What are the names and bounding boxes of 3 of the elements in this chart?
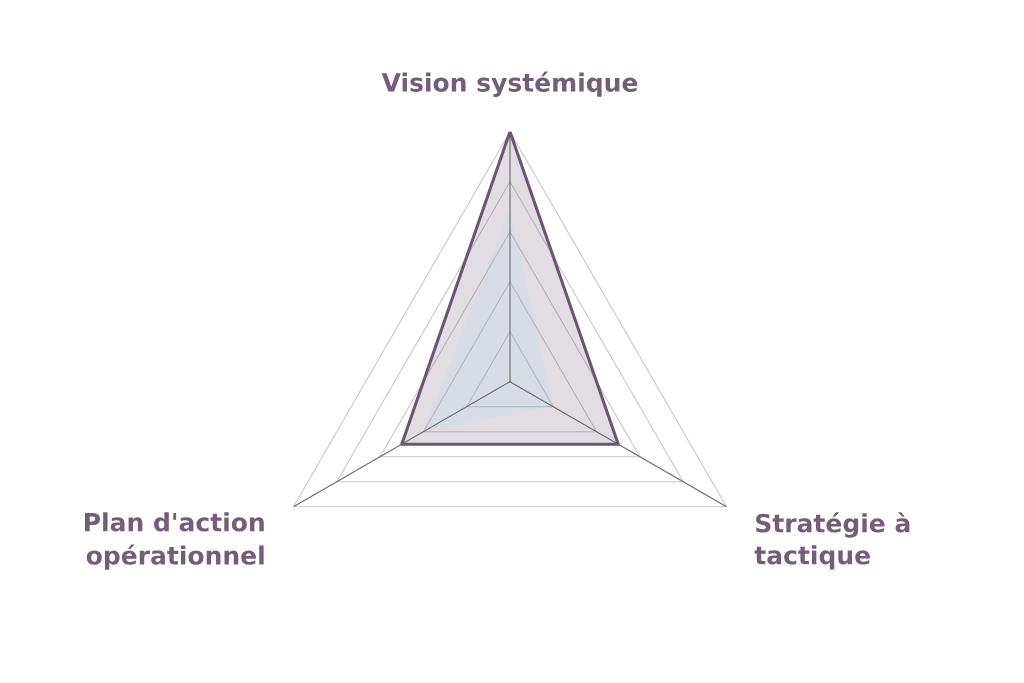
spoke-label: Vision systémique xyxy=(381,71,638,97)
spoke-label: Stratégie à tactique xyxy=(754,512,910,570)
spoke-label: Plan d'action opérationnel xyxy=(85,512,264,570)
